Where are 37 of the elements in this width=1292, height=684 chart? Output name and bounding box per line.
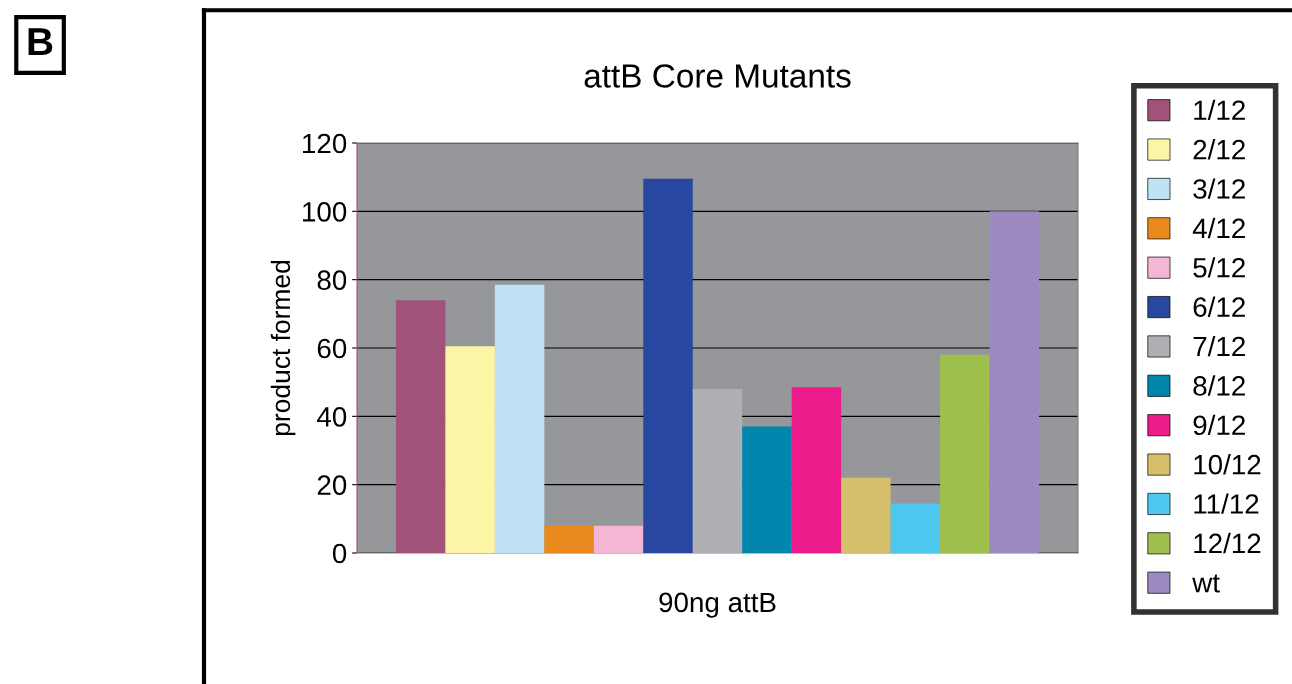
bar [692,389,743,553]
y-tick-label: 120 [303,133,347,154]
legend-label: 1/12 [1194,99,1245,121]
y-tick-label: 20 [317,475,347,496]
legend-label: 6/12 [1193,296,1245,317]
legend-label: 3/12 [1193,178,1245,199]
bar [544,525,594,553]
bar [791,387,842,553]
y-axis-title: product formed [270,260,296,436]
bar [989,211,1040,553]
bar [395,300,446,553]
legend-label: 4/12 [1192,217,1245,239]
legend-label: 2/12 [1193,139,1245,160]
legend-label: 8/12 [1193,375,1245,396]
y-tick-label: 100 [303,202,347,222]
bar [445,346,495,553]
legend-label: 7/12 [1193,335,1245,357]
bar [742,426,792,553]
x-tick-label: 90ng attB [659,592,776,618]
text: B [28,28,53,56]
y-tick-label: 80 [317,270,347,291]
legend-label: 9/12 [1193,414,1245,436]
bar [940,354,990,553]
legend-label: wt [1192,574,1220,593]
y-tick-label: 60 [317,338,347,359]
legend-label: 11/12 [1194,493,1259,514]
legend-label: 12/12 [1194,532,1261,554]
legend-label: 10/12 [1194,454,1261,475]
bar [643,178,693,553]
bar [593,525,644,553]
y-tick-label: 40 [317,407,347,427]
bar [841,477,891,553]
legend-label: 5/12 [1193,257,1245,278]
y-tick-label: 0 [332,543,347,564]
bar [494,284,545,553]
chart-title: attB Core Mutants [584,64,851,88]
bar [890,503,941,553]
